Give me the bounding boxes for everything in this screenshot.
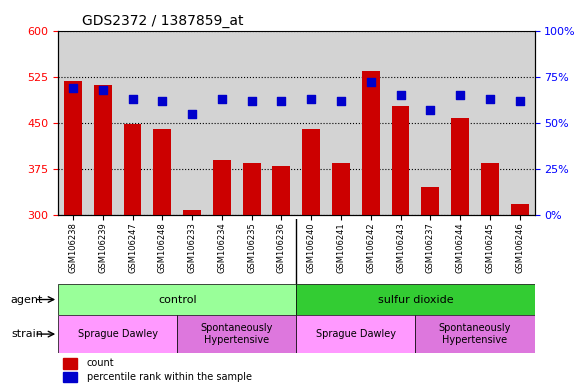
Text: GDS2372 / 1387859_at: GDS2372 / 1387859_at (82, 14, 243, 28)
Text: Sprague Dawley: Sprague Dawley (316, 329, 396, 339)
Text: GSM106234: GSM106234 (217, 222, 227, 273)
Bar (302, 129, 320, 215)
Point (128, 96, 137, 102)
Text: GSM106236: GSM106236 (277, 222, 286, 273)
FancyBboxPatch shape (177, 315, 296, 353)
Text: GSM106245: GSM106245 (485, 222, 494, 273)
FancyBboxPatch shape (296, 284, 535, 315)
Text: GSM106246: GSM106246 (515, 222, 524, 273)
Text: count: count (87, 358, 114, 368)
Point (188, 111, 197, 117)
Point (396, 92, 405, 98)
Bar (481, 163, 498, 215)
Text: GSM106244: GSM106244 (456, 222, 465, 273)
FancyBboxPatch shape (58, 315, 177, 353)
Text: control: control (158, 295, 196, 305)
FancyBboxPatch shape (58, 284, 296, 315)
Bar (124, 124, 141, 215)
Bar (451, 118, 469, 215)
Bar (183, 210, 201, 215)
Bar (332, 163, 350, 215)
Point (98, 87, 107, 93)
Bar (392, 106, 410, 215)
Bar (63, 372, 77, 382)
Text: Sprague Dawley: Sprague Dawley (78, 329, 157, 339)
Point (277, 98, 286, 104)
Text: GSM106241: GSM106241 (336, 222, 346, 273)
Point (485, 96, 494, 102)
Bar (362, 71, 379, 215)
Bar (94, 85, 112, 215)
Point (69, 85, 78, 91)
Point (157, 98, 167, 104)
Text: agent: agent (11, 295, 43, 305)
Text: strain: strain (12, 329, 43, 339)
Bar (153, 129, 171, 215)
Bar (243, 163, 260, 215)
Point (515, 98, 524, 104)
Text: GSM106247: GSM106247 (128, 222, 137, 273)
Bar (511, 204, 529, 215)
Text: Spontaneously
Hypertensive: Spontaneously Hypertensive (439, 323, 511, 345)
Point (247, 98, 256, 104)
Point (426, 107, 435, 113)
Text: sulfur dioxide: sulfur dioxide (378, 295, 453, 305)
Bar (64, 81, 82, 215)
Text: GSM106248: GSM106248 (158, 222, 167, 273)
Point (336, 98, 346, 104)
Text: GSM106238: GSM106238 (69, 222, 77, 273)
Text: GSM106242: GSM106242 (366, 222, 375, 273)
Bar (63, 358, 77, 369)
Text: GSM106239: GSM106239 (98, 222, 107, 273)
Bar (272, 166, 290, 215)
Text: GSM106235: GSM106235 (247, 222, 256, 273)
Point (217, 96, 227, 102)
Bar (213, 160, 231, 215)
Point (307, 96, 316, 102)
Text: percentile rank within the sample: percentile rank within the sample (87, 372, 252, 382)
Point (366, 79, 375, 85)
Bar (421, 187, 439, 215)
Point (456, 92, 465, 98)
Text: Spontaneously
Hypertensive: Spontaneously Hypertensive (200, 323, 273, 345)
Text: GSM106243: GSM106243 (396, 222, 405, 273)
Text: GSM106240: GSM106240 (307, 222, 315, 273)
FancyBboxPatch shape (415, 315, 535, 353)
Text: GSM106233: GSM106233 (188, 222, 196, 273)
Text: GSM106237: GSM106237 (426, 222, 435, 273)
FancyBboxPatch shape (296, 315, 415, 353)
